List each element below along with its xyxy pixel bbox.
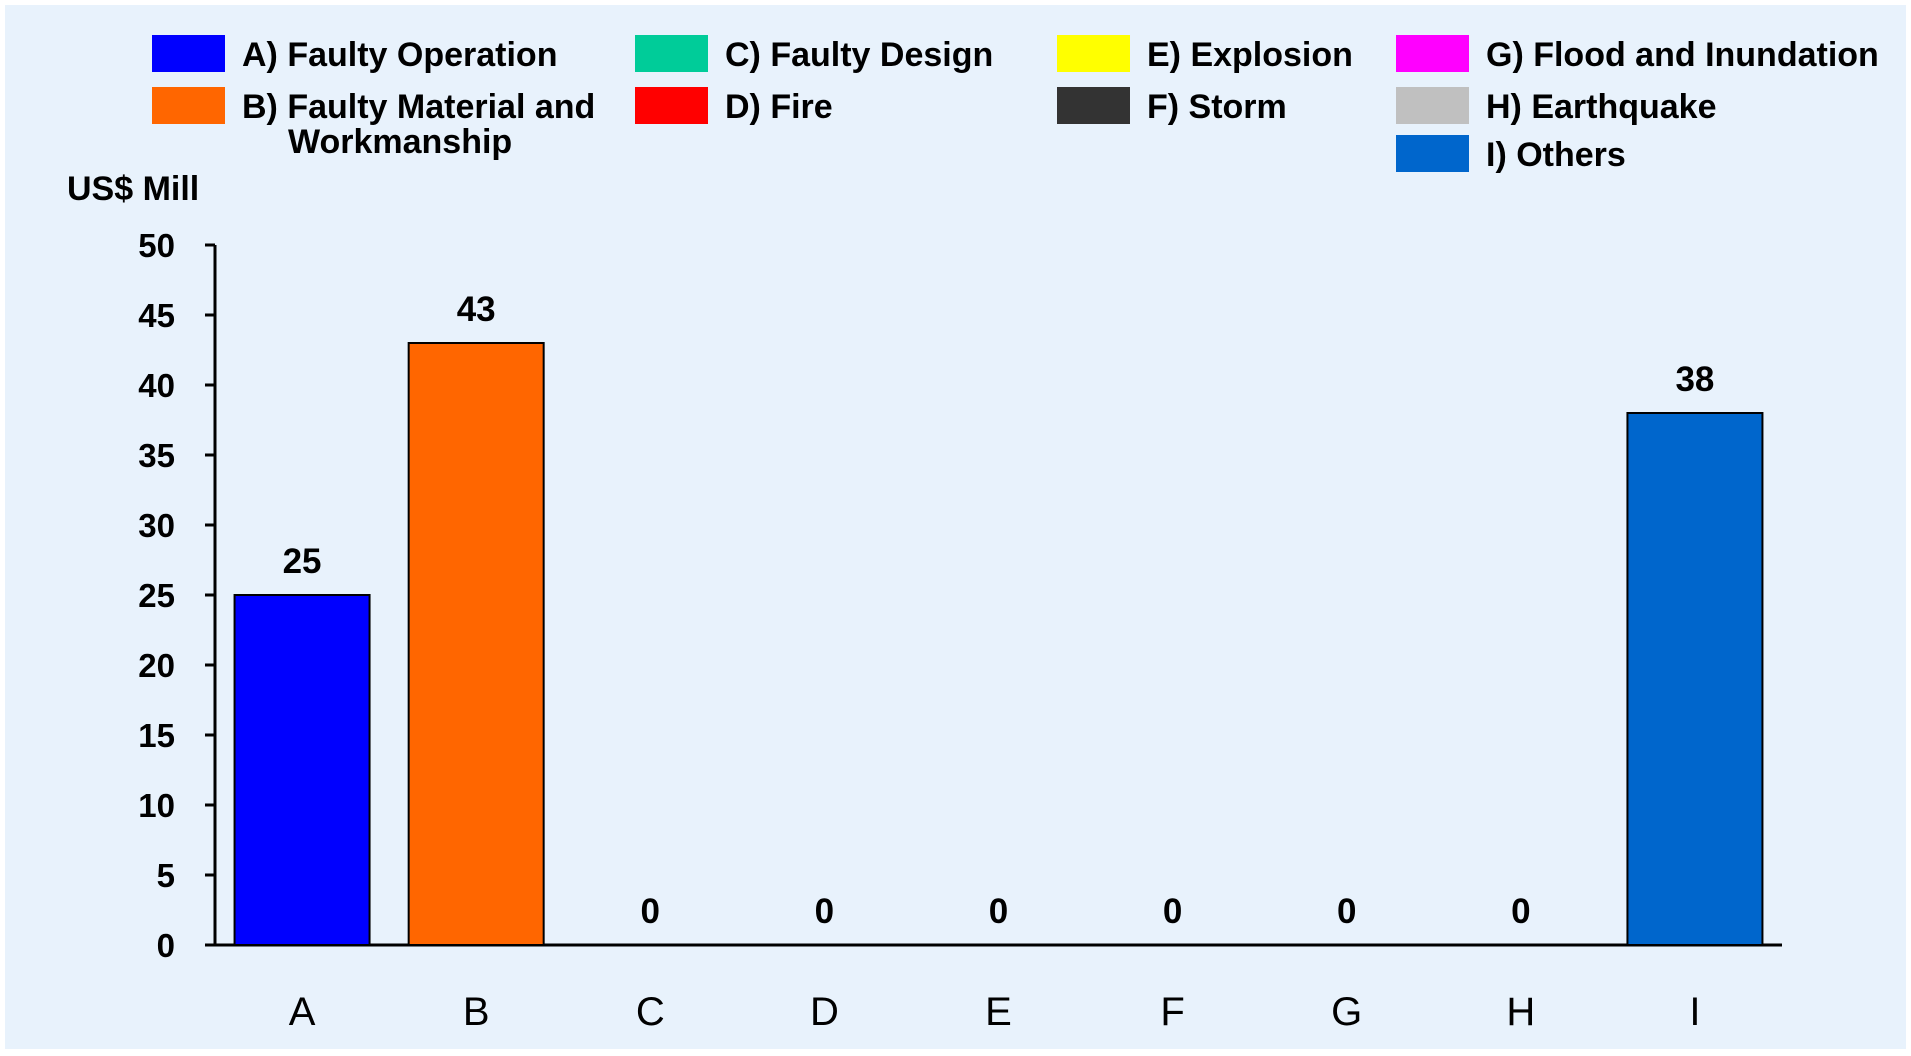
y-tick-label: 40	[138, 367, 175, 404]
legend-item: E) Explosion	[1057, 35, 1353, 74]
legend-label: H) Earthquake	[1486, 88, 1717, 126]
data-label-b: 43	[457, 290, 496, 329]
legend-label: F) Storm	[1147, 88, 1287, 126]
y-tick-label: 5	[157, 857, 175, 894]
legend-swatch	[635, 35, 708, 72]
bar-i	[1626, 412, 1764, 946]
data-labels: 25 43 0 0 0 0 0 0 38	[283, 290, 1715, 931]
legend-swatch	[1396, 35, 1469, 72]
x-tick-labels: A B C D E F G H I	[289, 990, 1701, 1034]
y-tick-label: 30	[138, 507, 175, 544]
legend-item: G) Flood and Inundation	[1396, 35, 1879, 74]
legend-item: A) Faulty Operation	[152, 35, 557, 74]
y-tick-label: 35	[138, 437, 175, 474]
y-tick-label: 10	[138, 787, 175, 824]
bars	[233, 342, 1764, 946]
data-label-c: 0	[641, 892, 660, 931]
legend-label: A) Faulty Operation	[242, 36, 557, 74]
legend-item: C) Faulty Design	[635, 35, 993, 74]
x-tick-label-d: D	[810, 990, 839, 1034]
y-tick-label: 0	[157, 927, 175, 964]
legend-item: I) Others	[1396, 135, 1626, 174]
legend-swatch	[1057, 87, 1130, 124]
x-tick-label-b: B	[463, 990, 490, 1034]
legend-swatch	[1396, 135, 1469, 172]
legend-item: D) Fire	[635, 87, 833, 126]
legend-label: G) Flood and Inundation	[1486, 36, 1879, 74]
y-axis-label: US$ Mill	[67, 170, 199, 208]
legend-swatch	[635, 87, 708, 124]
bar-a	[233, 594, 371, 946]
legend-label: Workmanship	[288, 123, 512, 161]
legend-label: I) Others	[1486, 136, 1626, 174]
legend-item: F) Storm	[1057, 87, 1287, 126]
data-label-d: 0	[815, 892, 834, 931]
y-tick-label: 50	[138, 227, 175, 264]
legend-swatch	[152, 35, 225, 72]
x-tick-label-i: I	[1689, 990, 1700, 1034]
data-label-e: 0	[989, 892, 1008, 931]
legend-label: E) Explosion	[1147, 36, 1353, 74]
legend-swatch	[1057, 35, 1130, 72]
x-tick-label-f: F	[1160, 990, 1184, 1034]
data-label-f: 0	[1163, 892, 1182, 931]
legend-item: H) Earthquake	[1396, 87, 1717, 126]
y-tick-label: 25	[138, 577, 175, 614]
data-label-h: 0	[1511, 892, 1530, 931]
data-label-g: 0	[1337, 892, 1356, 931]
x-tick-label-a: A	[289, 990, 316, 1034]
data-label-a: 25	[283, 542, 322, 581]
x-tick-label-c: C	[636, 990, 665, 1034]
bar-b	[407, 342, 545, 946]
legend-swatch	[152, 87, 225, 124]
legend-label: C) Faulty Design	[725, 36, 993, 74]
legend: A) Faulty Operation B) Faulty Material an…	[152, 35, 1879, 174]
x-tick-label-h: H	[1506, 990, 1535, 1034]
legend-label: B) Faulty Material and	[242, 88, 595, 126]
x-tick-label-e: E	[985, 990, 1012, 1034]
y-tick-label: 45	[138, 297, 175, 334]
data-label-i: 38	[1675, 360, 1714, 399]
y-tick-label: 15	[138, 717, 175, 754]
y-tick-label: 20	[138, 647, 175, 684]
legend-label: D) Fire	[725, 88, 833, 126]
x-tick-label-g: G	[1331, 990, 1362, 1034]
legend-swatch	[1396, 87, 1469, 124]
